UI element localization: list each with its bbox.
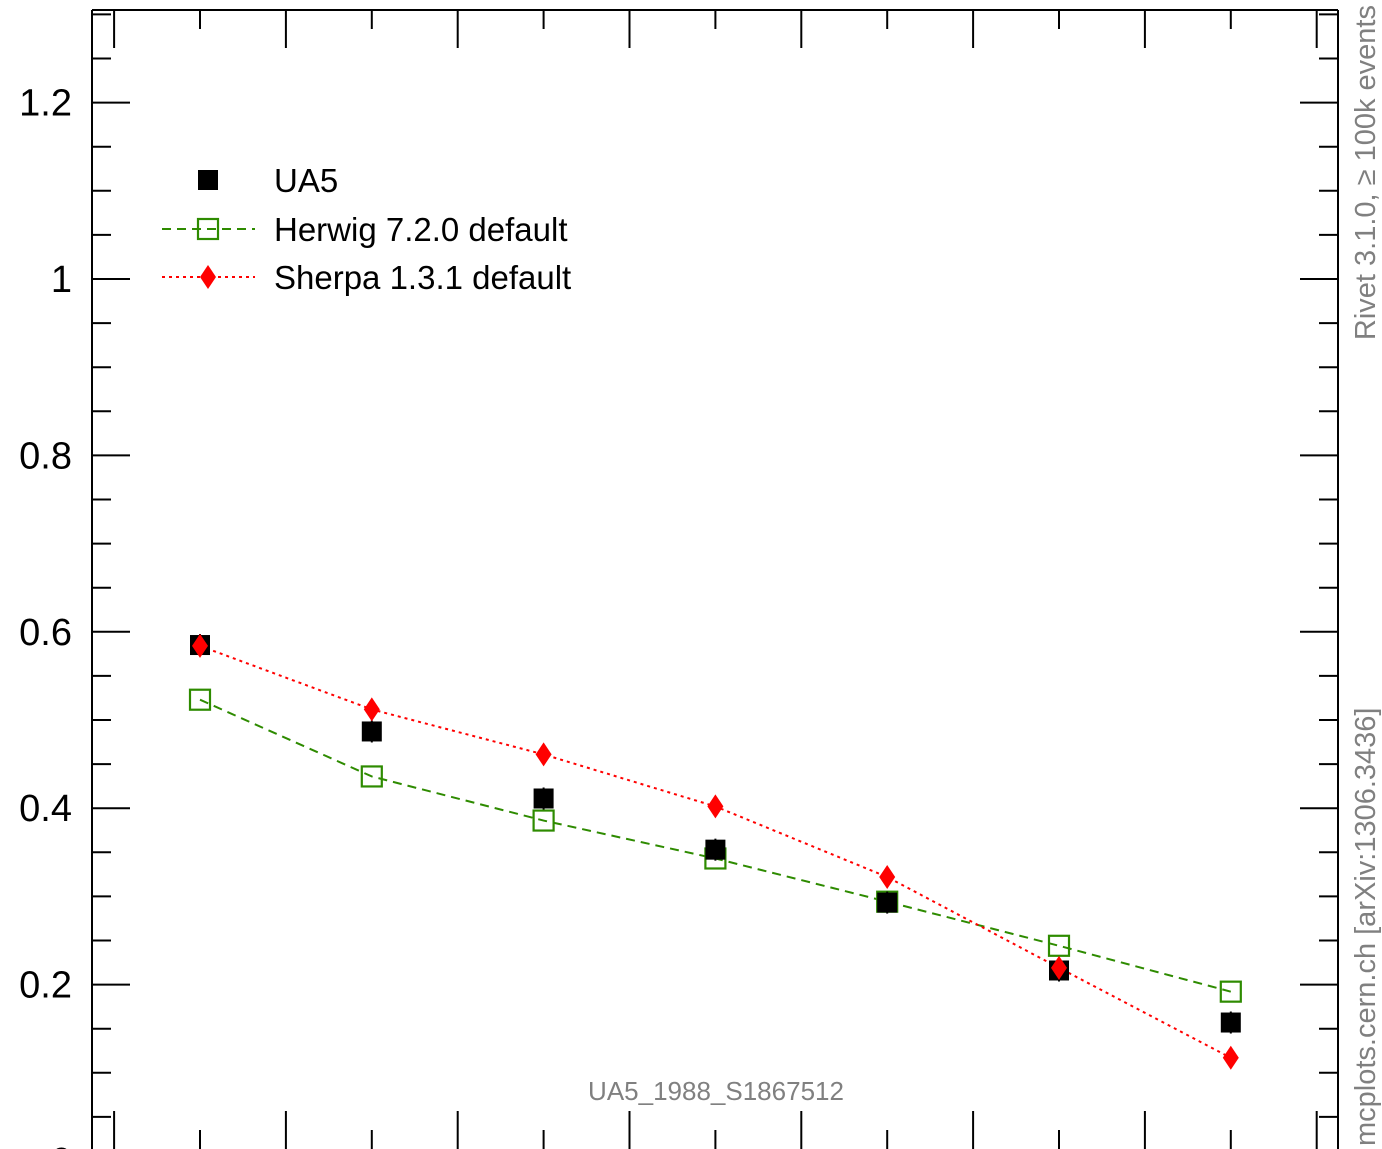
y-tick-label: 0.6 — [19, 612, 72, 654]
sherpa-point — [363, 697, 380, 722]
rivet-version-label: Rivet 3.1.0, ≥ 100k events — [1350, 5, 1382, 340]
herwig-point — [1047, 934, 1071, 957]
sherpa-point — [535, 742, 552, 767]
sherpa-point — [1051, 955, 1067, 980]
analysis-id-label: UA5_1988_S1867512 — [588, 1076, 844, 1106]
legend: UA5 Herwig 7.2.0 default Sherpa 1.3.1 defa… — [162, 162, 571, 296]
legend-entry-ua5-label: UA5 — [274, 162, 338, 199]
sherpa-point — [879, 864, 896, 889]
axis-ticks — [92, 10, 1338, 1149]
y-tick-label: 1 — [51, 259, 72, 301]
data-series — [188, 633, 1242, 1070]
sherpa-point — [1222, 1045, 1239, 1070]
ua5-point — [533, 788, 554, 809]
herwig-point — [1219, 980, 1242, 1003]
legend-entry-ua5-marker — [198, 170, 218, 190]
y-tick-label: 0 — [51, 1141, 72, 1149]
ua5-point — [877, 892, 898, 913]
sherpa-point — [192, 633, 208, 658]
ua5-point — [705, 839, 726, 860]
legend-entry-herwig-label: Herwig 7.2.0 default — [274, 211, 568, 248]
y-tick-label: 0.4 — [19, 788, 72, 830]
y-tick-label: 0.8 — [19, 435, 72, 477]
y-tick-label: 1.2 — [19, 83, 72, 125]
y-tick-label: 0.2 — [19, 965, 72, 1007]
ua5-point — [361, 721, 382, 742]
legend-entry-sherpa-label: Sherpa 1.3.1 default — [274, 259, 571, 296]
legend-entry-herwig-marker — [196, 217, 220, 241]
herwig-point — [188, 688, 212, 711]
mcplots-credit-label: mcplots.cern.ch [arXiv:1306.3436] — [1350, 708, 1382, 1146]
herwig-point — [532, 809, 555, 832]
sherpa-point — [707, 794, 724, 819]
ua5-point — [1220, 1012, 1241, 1033]
legend-entry-sherpa-marker — [200, 265, 216, 289]
y-tick-labels: 0 0.2 0.4 0.6 0.8 1 1.2 — [19, 83, 72, 1149]
herwig-point — [360, 765, 383, 788]
